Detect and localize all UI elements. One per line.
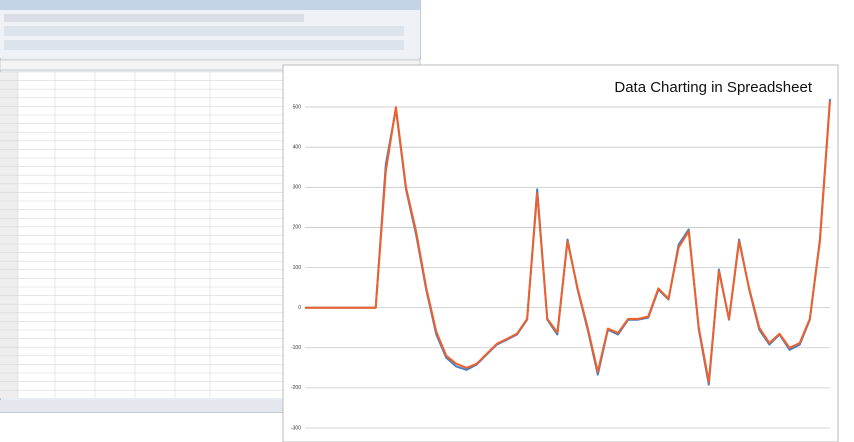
y-tick-label: 400 — [293, 145, 302, 151]
y-tick-label: -300 — [291, 425, 301, 431]
y-tick-label: 300 — [293, 185, 302, 191]
y-tick-label: 500 — [293, 104, 302, 110]
chart-panel — [283, 65, 838, 442]
y-tick-label: 0 — [298, 305, 301, 311]
y-tick-label: -100 — [291, 345, 301, 351]
y-tick-label: -200 — [291, 385, 301, 391]
screenshot: Data Charting in Spreadsheet -300 -200 -10… — [0, 0, 854, 442]
chart-title: Data Charting in Spreadsheet — [614, 79, 812, 96]
y-tick-label: 200 — [293, 225, 302, 231]
y-tick-label: 100 — [293, 265, 302, 271]
